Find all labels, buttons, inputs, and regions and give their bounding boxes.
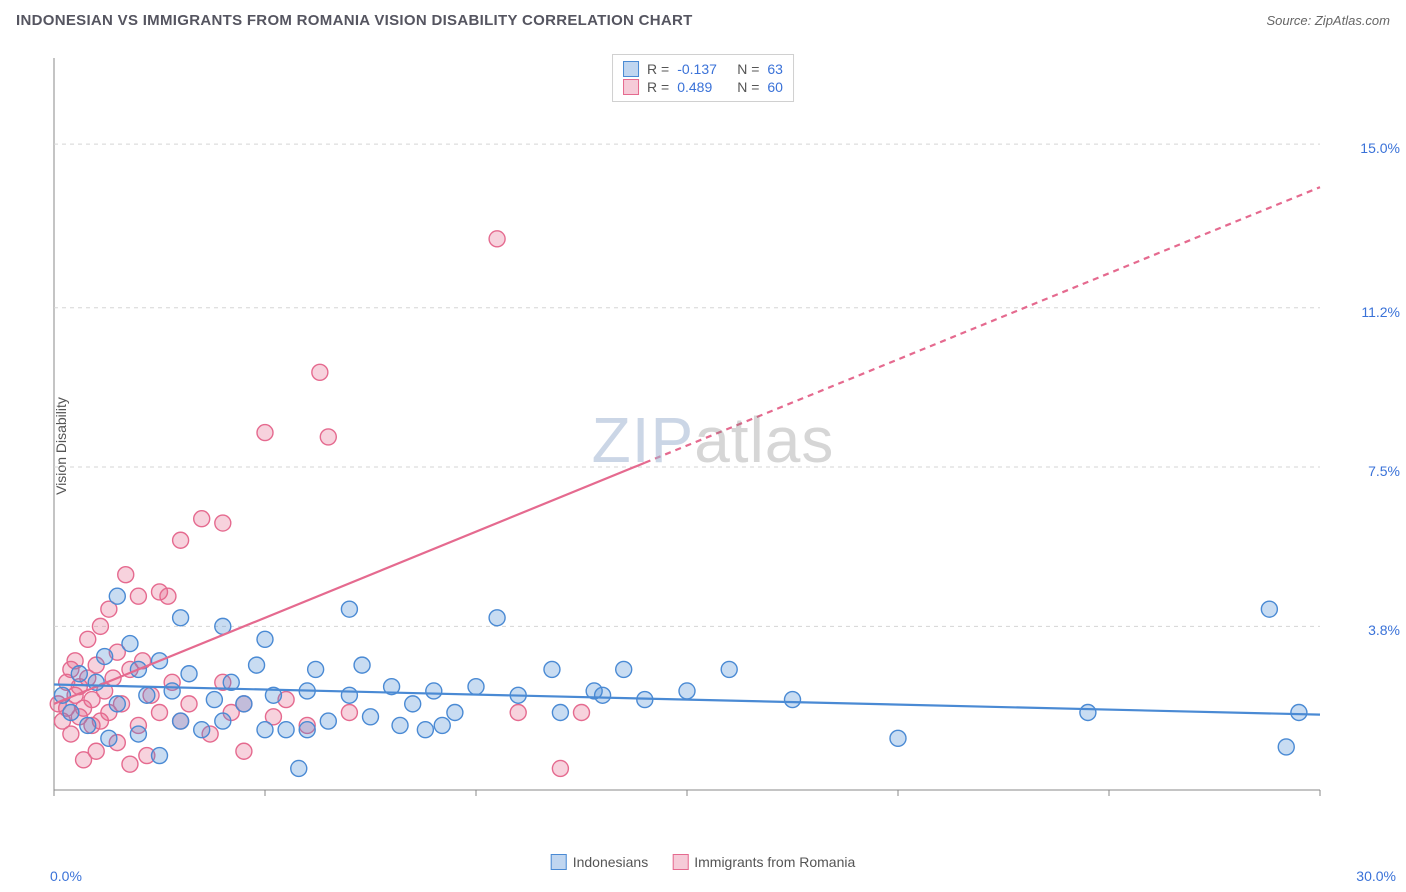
r-label: R = bbox=[647, 61, 669, 77]
y-tick-label: 7.5% bbox=[1368, 463, 1400, 479]
x-tick-label-min: 0.0% bbox=[50, 868, 82, 884]
header: INDONESIAN VS IMMIGRANTS FROM ROMANIA VI… bbox=[16, 12, 1390, 29]
n-value: 60 bbox=[767, 79, 783, 95]
r-label: R = bbox=[647, 79, 669, 95]
x-tick-label-max: 30.0% bbox=[1356, 868, 1396, 884]
source-label: Source: bbox=[1266, 13, 1314, 28]
stats-legend-row: R = 0.489 N = 60 bbox=[623, 79, 783, 95]
n-label: N = bbox=[737, 79, 759, 95]
stats-legend-row: R = -0.137 N = 63 bbox=[623, 61, 783, 77]
series-legend-label: Immigrants from Romania bbox=[694, 854, 855, 870]
source-attribution: Source: ZipAtlas.com bbox=[1266, 13, 1390, 28]
n-label: N = bbox=[737, 61, 759, 77]
series-legend-item: Immigrants from Romania bbox=[672, 854, 855, 870]
legend-swatch bbox=[551, 854, 567, 870]
r-value: -0.137 bbox=[677, 61, 729, 77]
chart-area: ZIPatlas bbox=[48, 50, 1378, 830]
series-legend-item: Indonesians bbox=[551, 854, 649, 870]
chart-title: INDONESIAN VS IMMIGRANTS FROM ROMANIA VI… bbox=[16, 12, 693, 29]
scatter-chart bbox=[48, 50, 1378, 830]
n-value: 63 bbox=[767, 61, 783, 77]
legend-swatch bbox=[623, 79, 639, 95]
y-tick-label: 11.2% bbox=[1361, 304, 1400, 320]
r-value: 0.489 bbox=[677, 79, 729, 95]
y-tick-label: 3.8% bbox=[1368, 622, 1400, 638]
series-legend: Indonesians Immigrants from Romania bbox=[551, 854, 856, 870]
source-value: ZipAtlas.com bbox=[1315, 13, 1390, 28]
y-tick-label: 15.0% bbox=[1360, 140, 1400, 156]
stats-legend: R = -0.137 N = 63 R = 0.489 N = 60 bbox=[612, 54, 794, 102]
series-legend-label: Indonesians bbox=[573, 854, 649, 870]
legend-swatch bbox=[623, 61, 639, 77]
legend-swatch bbox=[672, 854, 688, 870]
